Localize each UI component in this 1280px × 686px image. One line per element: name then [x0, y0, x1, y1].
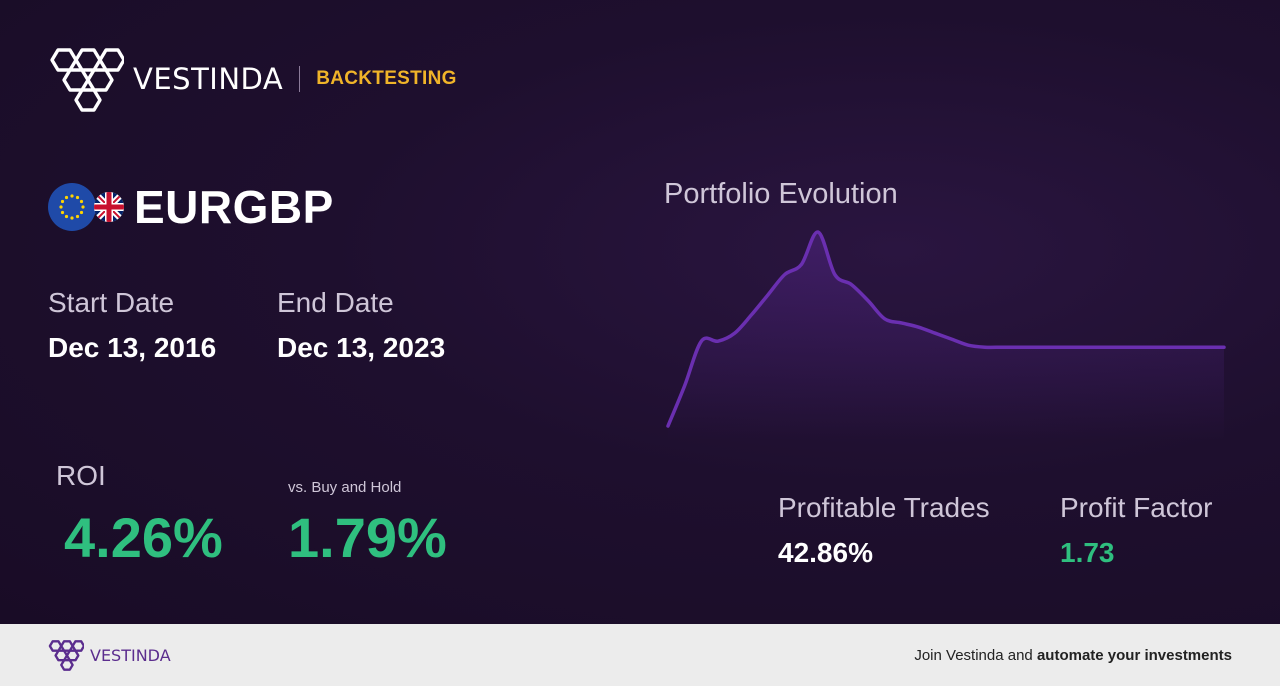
- footer-brand-name: VESTINDA: [90, 645, 171, 665]
- buy-and-hold-label: vs. Buy and Hold: [288, 479, 402, 496]
- footer-cta[interactable]: Join Vestinda and automate your investme…: [914, 647, 1232, 664]
- chart-title: Portfolio Evolution: [664, 178, 898, 210]
- footer-cta-bold: automate your investments: [1036, 646, 1232, 664]
- asset-pair-name: EURGBP: [134, 181, 334, 233]
- eu-flag-icon: [48, 183, 96, 231]
- hero-panel: VESTINDA BACKTESTING: [0, 0, 1280, 624]
- brand-name: VESTINDA: [133, 62, 284, 96]
- asset-pair: EURGBP: [48, 180, 334, 234]
- end-date-value: Dec 13, 2023: [277, 332, 446, 363]
- roi-label: ROI: [56, 460, 106, 491]
- vestinda-logo-icon: [50, 48, 124, 112]
- profitable-trades-label: Profitable Trades: [778, 492, 990, 523]
- chart-area-fill: [668, 232, 1224, 440]
- start-date-value: Dec 13, 2016: [48, 332, 217, 363]
- footer-logo[interactable]: VESTINDA: [48, 639, 171, 671]
- brand-divider: [299, 66, 301, 92]
- end-date-label: End Date: [277, 287, 394, 318]
- footer-cta-prefix: Join Vestinda and: [914, 646, 1037, 664]
- uk-flag-icon: [94, 192, 124, 222]
- portfolio-evolution-chart: [666, 230, 1226, 440]
- start-date-label: Start Date: [48, 287, 175, 318]
- buy-and-hold-value: 1.79%: [288, 506, 447, 569]
- footer-bar: VESTINDA Join Vestinda and automate your…: [0, 624, 1280, 686]
- profitable-trades-value: 42.86%: [778, 537, 873, 568]
- chart-series-line: [666, 230, 1226, 428]
- brand-header: VESTINDA BACKTESTING: [48, 46, 457, 112]
- section-tag: BACKTESTING: [316, 68, 457, 89]
- profit-factor-label: Profit Factor: [1060, 492, 1213, 523]
- profit-factor-value: 1.73: [1060, 537, 1115, 568]
- vestinda-logo-icon: [48, 640, 84, 671]
- roi-value: 4.26%: [64, 506, 223, 569]
